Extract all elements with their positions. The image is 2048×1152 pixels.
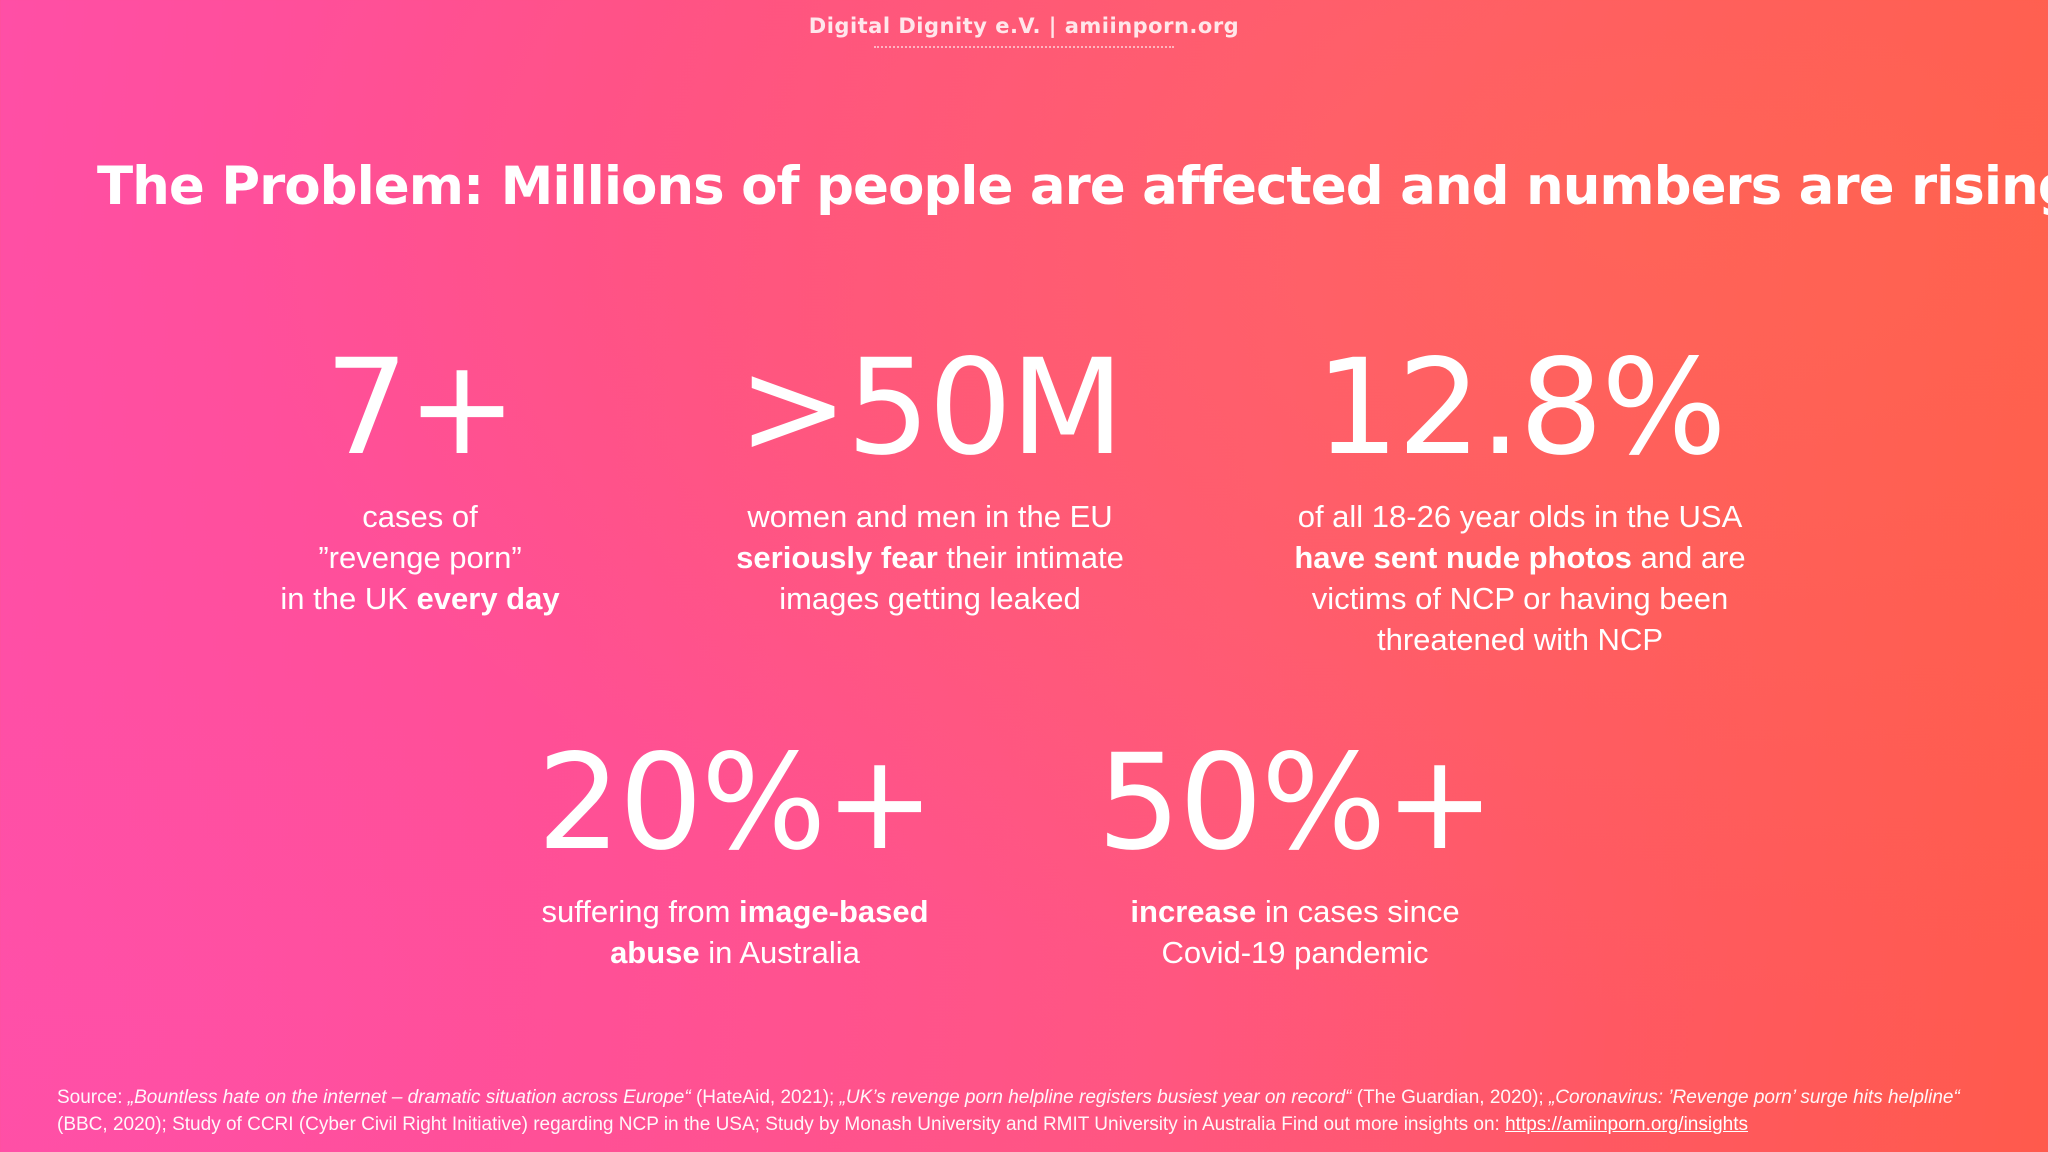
stat-covid-increase: 50%+ increase in cases since Covid-19 pa…: [1090, 737, 1500, 973]
stat-australia-abuse: 20%+ suffering from image-based abuse in…: [520, 737, 950, 973]
stat-number: 20%+: [537, 726, 935, 880]
stat-line: of all 18-26 year olds in the USA: [1297, 499, 1743, 534]
stat-number: 12.8%: [1315, 331, 1726, 485]
stat-line: in the UK every day: [280, 581, 560, 616]
source-footnote: Source: „Bountless hate on the internet …: [57, 1087, 1960, 1135]
stat-line: victims of NCP or having been: [1311, 581, 1729, 616]
page-title: The Problem: Millions of people are affe…: [97, 156, 2048, 217]
stat-number: 50%+: [1097, 726, 1495, 880]
stat-line: suffering from image-based: [541, 894, 929, 929]
stat-line: Covid-19 pandemic: [1161, 935, 1429, 970]
stat-eu-fear: >50M women and men in the EU seriously f…: [700, 342, 1160, 619]
header-text: Digital Dignity e.V. | amiinporn.org: [808, 14, 1240, 38]
stat-description: of all 18-26 year olds in the USA have s…: [1260, 496, 1780, 660]
insights-link[interactable]: https://amiinporn.org/insights: [1505, 1114, 1749, 1135]
stat-line: have sent nude photos and are: [1294, 540, 1746, 575]
stat-line: ”revenge porn”: [318, 540, 522, 575]
stat-line: seriously fear their intimate: [736, 540, 1124, 575]
stat-uk-revenge-porn: 7+ cases of ”revenge porn” in the UK eve…: [240, 342, 600, 619]
stat-line: threatened with NCP: [1376, 622, 1664, 657]
stat-line: images getting leaked: [779, 581, 1081, 616]
stat-line: increase in cases since: [1130, 894, 1460, 929]
stat-number: 7+: [324, 331, 518, 485]
stat-usa-nude-photos: 12.8% of all 18-26 year olds in the USA …: [1260, 342, 1780, 660]
stat-number: >50M: [737, 331, 1124, 485]
header-divider: [874, 46, 1174, 48]
header: Digital Dignity e.V. | amiinporn.org: [0, 14, 2048, 48]
stat-description: cases of ”revenge porn” in the UK every …: [240, 496, 600, 619]
stat-description: suffering from image-based abuse in Aust…: [520, 891, 950, 973]
stat-line: women and men in the EU: [747, 499, 1113, 534]
stat-line: cases of: [362, 499, 478, 534]
stat-description: women and men in the EU seriously fear t…: [700, 496, 1160, 619]
stat-line: abuse in Australia: [610, 935, 860, 970]
stat-description: increase in cases since Covid-19 pandemi…: [1090, 891, 1500, 973]
